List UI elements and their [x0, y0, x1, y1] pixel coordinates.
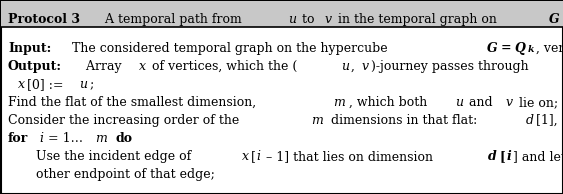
Text: Use the incident edge of: Use the incident edge of	[36, 150, 195, 163]
Text: x: x	[139, 60, 146, 73]
Text: [1],: [1],	[536, 114, 562, 127]
Text: Consider the increasing order of the: Consider the increasing order of the	[8, 114, 243, 127]
Text: k: k	[528, 45, 534, 54]
Text: Find the flat of the smallest dimension,: Find the flat of the smallest dimension,	[8, 96, 260, 109]
Text: [: [	[499, 150, 505, 163]
Text: lie on;: lie on;	[515, 96, 558, 109]
Text: and: and	[465, 96, 497, 109]
Text: v: v	[361, 60, 369, 73]
Text: of vertices, which the (: of vertices, which the (	[148, 60, 297, 73]
Text: other endpoint of that edge;: other endpoint of that edge;	[36, 168, 215, 181]
Text: Output:: Output:	[8, 60, 62, 73]
Text: m: m	[95, 132, 106, 145]
Text: i: i	[507, 150, 511, 163]
Text: m: m	[311, 114, 323, 127]
Text: Input:: Input:	[8, 42, 51, 55]
Text: – 1] that lies on dimension: – 1] that lies on dimension	[262, 150, 437, 163]
Text: G: G	[549, 13, 560, 26]
Text: in the temporal graph on: in the temporal graph on	[334, 13, 501, 26]
Text: u: u	[288, 13, 296, 26]
Text: [: [	[251, 150, 256, 163]
Text: u: u	[455, 96, 463, 109]
Text: for: for	[8, 132, 28, 145]
Text: )-journey passes through: )-journey passes through	[370, 60, 528, 73]
Text: [0] :=: [0] :=	[27, 78, 68, 91]
Text: m: m	[333, 96, 345, 109]
Text: =: =	[501, 42, 511, 55]
Text: i: i	[39, 132, 43, 145]
Text: A temporal path from: A temporal path from	[101, 13, 245, 26]
Text: = 1…: = 1…	[44, 132, 83, 145]
Text: ] and let: ] and let	[513, 150, 563, 163]
Text: d: d	[488, 150, 497, 163]
Text: Array: Array	[78, 60, 126, 73]
Text: do: do	[115, 132, 132, 145]
Text: u: u	[79, 78, 87, 91]
Text: Q: Q	[514, 42, 525, 55]
Text: i: i	[257, 150, 261, 163]
Text: to: to	[298, 13, 319, 26]
Text: d: d	[526, 114, 534, 127]
Text: u: u	[341, 60, 349, 73]
Text: The considered temporal graph on the hypercube: The considered temporal graph on the hyp…	[64, 42, 391, 55]
Text: , which both: , which both	[348, 96, 431, 109]
Text: v: v	[506, 96, 513, 109]
Text: x: x	[18, 78, 25, 91]
Text: v: v	[324, 13, 332, 26]
Text: x: x	[242, 150, 248, 163]
Bar	[1, 1, 562, 27]
Text: Protocol 3: Protocol 3	[8, 13, 80, 26]
Text: G: G	[486, 42, 497, 55]
Text: ,: ,	[351, 60, 359, 73]
Text: , vertices: , vertices	[537, 42, 563, 55]
Text: ;: ;	[90, 78, 94, 91]
Text: dimensions in that flat:: dimensions in that flat:	[327, 114, 481, 127]
